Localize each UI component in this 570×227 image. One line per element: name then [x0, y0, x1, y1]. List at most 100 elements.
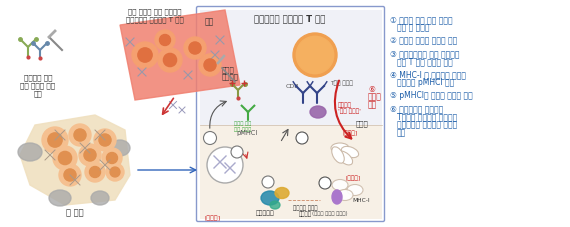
Circle shape [296, 36, 333, 74]
Text: 암세포: 암세포 [368, 92, 382, 101]
Circle shape [132, 42, 158, 68]
Circle shape [319, 177, 331, 189]
Text: ② 엔도좀 탈출로 세포질 위치: ② 엔도좀 탈출로 세포질 위치 [390, 36, 457, 45]
Circle shape [231, 146, 243, 158]
Circle shape [199, 54, 221, 76]
Text: 혈관: 혈관 [205, 17, 214, 27]
Ellipse shape [49, 190, 71, 206]
Polygon shape [120, 10, 240, 100]
Text: ① 암세포 표면 특이 수용체: ① 암세포 표면 특이 수용체 [390, 15, 453, 24]
Circle shape [99, 134, 111, 146]
Circle shape [53, 146, 77, 170]
Circle shape [189, 42, 201, 54]
Text: CDB: CDB [285, 84, 299, 89]
Text: 바이러스 항원: 바이러스 항원 [24, 75, 52, 81]
Text: ④ MHC-I 에 바이러스 에피톱: ④ MHC-I 에 바이러스 에피톱 [390, 70, 466, 79]
Text: T세포: T세포 [308, 55, 322, 64]
Text: ⑥ 항바이러스 세포독성: ⑥ 항바이러스 세포독성 [390, 104, 443, 113]
Text: ⑤ pMHCI이 암세포 표면에 제시: ⑤ pMHCI이 암세포 표면에 제시 [390, 91, 473, 100]
Polygon shape [20, 115, 130, 205]
Text: (주조직 적합성 복합체): (주조직 적합성 복합체) [312, 212, 348, 217]
Circle shape [107, 153, 117, 163]
Text: 특이 수용체: 특이 수용체 [234, 126, 251, 131]
Text: '항원 에피톱': '항원 에피톱' [338, 108, 361, 114]
Text: 결합 및 내재화: 결합 및 내재화 [397, 23, 430, 32]
Circle shape [74, 129, 86, 141]
Circle shape [164, 53, 177, 67]
Circle shape [138, 48, 152, 62]
Ellipse shape [332, 190, 342, 204]
Text: ⑤: ⑤ [300, 136, 304, 141]
Text: 결합으로 pMHCI 형성: 결합으로 pMHCI 형성 [397, 78, 454, 87]
Text: 암세포 표면: 암세포 표면 [234, 121, 251, 126]
Circle shape [58, 151, 72, 165]
Text: CD8+: CD8+ [303, 47, 327, 55]
Ellipse shape [310, 106, 326, 118]
Ellipse shape [275, 188, 289, 198]
Ellipse shape [18, 143, 42, 161]
Ellipse shape [347, 185, 363, 195]
Circle shape [48, 133, 62, 147]
Text: 펩타이드: 펩타이드 [299, 211, 311, 217]
FancyBboxPatch shape [200, 10, 381, 124]
Circle shape [94, 129, 116, 151]
Text: T세포가 암세포를 바이러스: T세포가 암세포를 바이러스 [397, 112, 457, 121]
Circle shape [64, 169, 76, 181]
Text: ③: ③ [266, 180, 270, 185]
Text: 환자 처내에 이미 존재하는: 환자 처내에 이미 존재하는 [128, 9, 182, 15]
Ellipse shape [332, 147, 344, 163]
Circle shape [158, 48, 182, 72]
Text: [소포체]: [소포체] [345, 175, 361, 181]
Text: 탑재 치료용 항암: 탑재 치료용 항암 [21, 83, 55, 89]
Circle shape [84, 149, 96, 161]
Circle shape [293, 33, 337, 77]
Text: 프로테아좀: 프로테아좀 [255, 210, 274, 216]
Circle shape [160, 35, 170, 45]
Text: ③ 프로테아좀에 의해 바이러스: ③ 프로테아좀에 의해 바이러스 [390, 49, 459, 58]
Text: 암 세포: 암 세포 [66, 209, 84, 217]
Ellipse shape [110, 140, 130, 156]
Text: 백신: 백신 [34, 91, 42, 97]
Text: 살상: 살상 [397, 128, 406, 137]
Circle shape [262, 176, 274, 188]
Circle shape [69, 124, 91, 146]
Text: T세포 수용체: T세포 수용체 [330, 80, 353, 86]
Circle shape [204, 59, 216, 71]
Text: pMHCI: pMHCI [237, 130, 258, 136]
Circle shape [89, 166, 100, 178]
Circle shape [79, 144, 101, 166]
Text: [골지체]: [골지체] [343, 130, 357, 136]
Ellipse shape [337, 151, 353, 165]
Circle shape [106, 163, 124, 181]
Text: ②: ② [235, 150, 239, 155]
Circle shape [59, 164, 81, 186]
Ellipse shape [270, 201, 280, 209]
Circle shape [184, 37, 206, 59]
Circle shape [296, 132, 308, 144]
Text: 항바이러스 세포독성 T 세포: 항바이러스 세포독성 T 세포 [254, 15, 325, 24]
Circle shape [102, 148, 122, 168]
Circle shape [85, 162, 105, 182]
Ellipse shape [337, 190, 353, 200]
Ellipse shape [332, 180, 348, 190]
Text: 바이러스: 바이러스 [338, 102, 352, 108]
Text: ①: ① [207, 136, 213, 141]
Text: 바이러스 에피톱: 바이러스 에피톱 [293, 205, 317, 211]
Circle shape [207, 147, 243, 183]
Ellipse shape [341, 146, 359, 158]
Text: ⑥: ⑥ [368, 86, 375, 94]
Ellipse shape [261, 191, 279, 205]
Text: 감염세포로 인식하여 암세포: 감염세포로 인식하여 암세포 [397, 120, 457, 129]
Ellipse shape [91, 191, 109, 205]
Text: 암세포: 암세포 [356, 121, 369, 127]
FancyBboxPatch shape [200, 124, 381, 219]
Text: 항암백신: 항암백신 [222, 74, 239, 80]
Circle shape [42, 127, 68, 153]
Text: MHC-I: MHC-I [352, 197, 369, 202]
Text: 살상: 살상 [368, 101, 377, 109]
Circle shape [155, 30, 175, 50]
Circle shape [110, 167, 120, 177]
Circle shape [203, 131, 217, 145]
Text: 항바이러스 세포독성 T 세포: 항바이러스 세포독성 T 세포 [126, 17, 184, 23]
Ellipse shape [331, 143, 349, 153]
